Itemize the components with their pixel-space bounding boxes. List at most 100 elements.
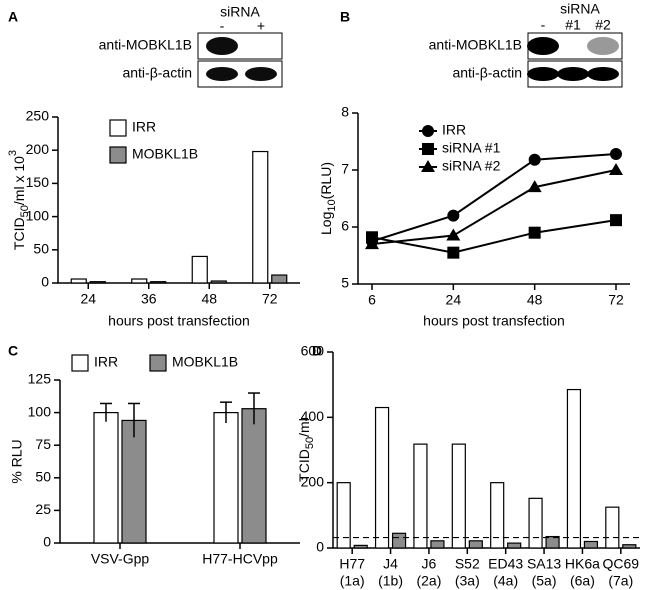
legend-marker — [422, 143, 434, 155]
y-axis-label-part: TCID — [296, 449, 312, 482]
x-tick-label: VSV-Gpp — [91, 551, 150, 567]
x-tick-label: 48 — [527, 292, 543, 308]
y-tick-label: 0 — [41, 274, 49, 290]
y-tick-label: 7 — [341, 161, 349, 177]
bar — [468, 540, 483, 549]
bar — [191, 255, 208, 284]
marker — [609, 163, 623, 175]
x-tick-note: (2a) — [416, 573, 441, 589]
y-tick-label: 0 — [316, 539, 324, 555]
blot-band — [587, 37, 619, 55]
legend-label: MOBKL1B — [132, 146, 198, 162]
legend-swatch — [71, 354, 89, 372]
panel-letter: C — [8, 343, 18, 359]
panel-letter: D — [312, 343, 322, 359]
marker — [528, 153, 541, 166]
bar — [430, 540, 445, 549]
error-bar — [128, 402, 140, 438]
x-tick-note: (1a) — [340, 573, 365, 589]
x-tick-label: 72 — [608, 292, 624, 308]
y-tick-label: 150 — [26, 174, 50, 190]
x-tick-label: 24 — [446, 292, 462, 308]
bar — [605, 506, 620, 549]
x-tick-label: SA13 — [527, 556, 561, 572]
legend-label: IRR — [94, 354, 118, 370]
y-tick-label: 50 — [35, 469, 51, 485]
bar — [93, 412, 119, 544]
panel-letter: A — [8, 9, 18, 25]
marker — [447, 246, 460, 259]
x-tick-note: (6a) — [570, 573, 595, 589]
inset-header: siRNA — [220, 4, 260, 20]
y-axis-label-part: TCID — [11, 217, 27, 250]
y-tick-label: 100 — [28, 403, 52, 419]
bar — [70, 278, 87, 284]
y-tick-label: 0 — [43, 534, 51, 550]
bar — [271, 274, 288, 284]
bar — [241, 408, 267, 544]
lane-label: #1 — [565, 17, 581, 33]
line — [371, 153, 617, 243]
y-axis-label: TCID50/ml x 103 — [7, 150, 31, 250]
y-tick-label: 250 — [26, 108, 50, 124]
bar — [566, 388, 582, 549]
blot-band — [557, 67, 589, 81]
bar — [150, 281, 167, 284]
legend-label: siRNA #1 — [442, 140, 501, 156]
y-tick-label: 5 — [341, 275, 349, 291]
blot-band — [527, 67, 559, 81]
blot-label: anti-β-actin — [452, 65, 522, 81]
blot-band — [245, 67, 277, 81]
blot-band — [527, 37, 559, 55]
x-tick-label: QC69 — [603, 556, 640, 572]
bar — [413, 443, 428, 549]
marker — [610, 214, 622, 227]
y-axis-label: Log10(RLU) — [318, 162, 338, 235]
bar — [374, 406, 390, 549]
x-tick-note: (7a) — [608, 573, 633, 589]
y-axis-label-sub: 10 — [326, 199, 338, 211]
y-tick-label: 200 — [26, 141, 50, 157]
legend-marker — [422, 125, 434, 137]
x-tick-label: 36 — [141, 291, 157, 307]
lane-label: - — [220, 18, 225, 34]
lane-label: - — [541, 17, 546, 33]
x-tick-note: (1b) — [378, 573, 403, 589]
blot-band — [206, 67, 238, 81]
bar — [89, 281, 106, 284]
x-tick-label: ED43 — [488, 556, 523, 572]
bar — [583, 540, 599, 549]
legend-swatch — [149, 354, 167, 372]
legend-swatch — [109, 146, 127, 164]
y-axis-label-sup: 3 — [7, 150, 19, 156]
y-axis-label: % RLU — [9, 439, 25, 483]
axis-line — [357, 113, 630, 285]
y-axis-label-part: Log — [318, 212, 334, 235]
y-tick-label: 6 — [341, 218, 349, 234]
x-tick-label: J4 — [383, 556, 398, 572]
inset-header: siRNA — [560, 1, 600, 17]
y-axis-label-part: /ml x 10 — [11, 156, 27, 205]
bar — [391, 532, 407, 549]
error-bar — [248, 392, 260, 425]
blot-label: anti-MOBKL1B — [99, 37, 192, 53]
error-bar — [220, 401, 232, 424]
bar — [213, 412, 239, 544]
x-tick-label: 6 — [368, 292, 376, 308]
y-tick-label: 600 — [301, 343, 325, 359]
lane-label: #2 — [595, 17, 611, 33]
y-tick-label: 125 — [28, 371, 52, 387]
marker — [447, 209, 460, 222]
line — [371, 219, 617, 254]
marker — [527, 180, 542, 193]
x-tick-label: H77 — [339, 556, 365, 572]
x-tick-note: (3a) — [455, 573, 480, 589]
bar — [451, 443, 466, 549]
y-axis-label-part: /ml — [296, 418, 312, 437]
y-tick-label: 100 — [26, 207, 50, 223]
x-tick-note: (5a) — [532, 573, 557, 589]
y-tick-label: 400 — [301, 408, 325, 424]
line — [371, 169, 617, 246]
y-tick-label: 25 — [35, 501, 51, 517]
